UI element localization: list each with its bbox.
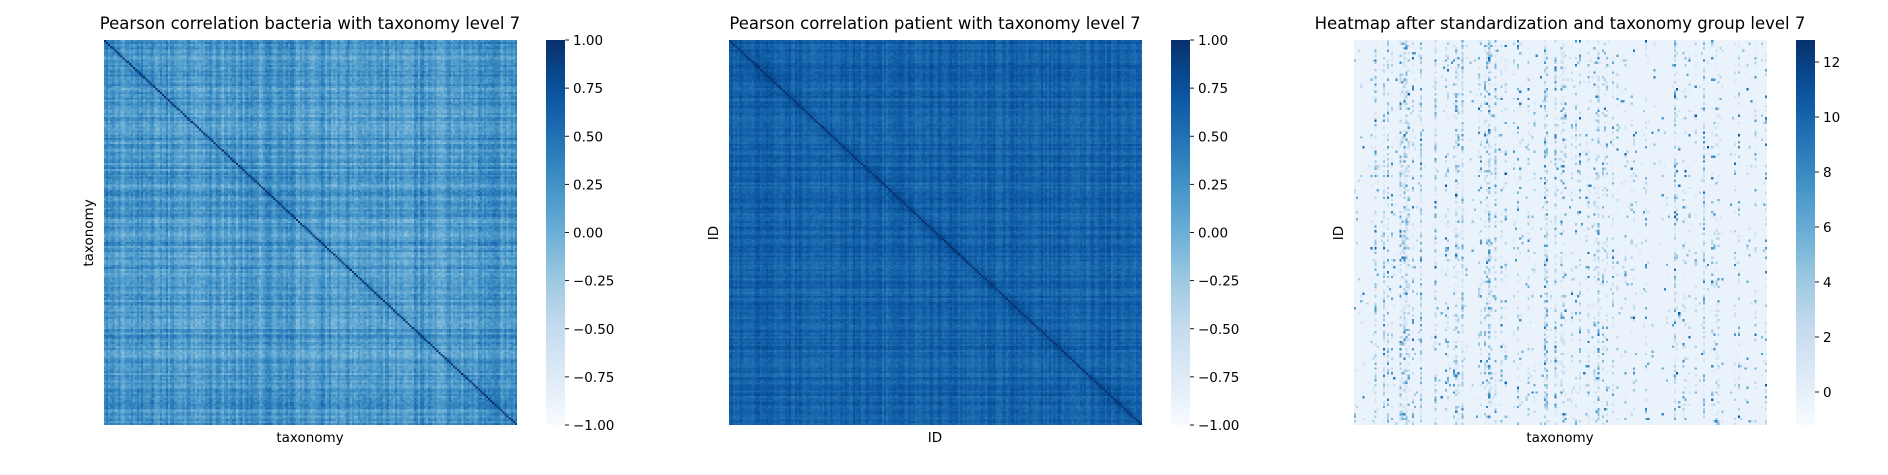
colorbar-tick-label: −0.25 [1198,274,1239,290]
colorbar-tick-label: 0.25 [573,177,603,193]
chart-title: Heatmap after standardization and taxono… [1315,14,1806,33]
colorbar-tick-label: 0.75 [573,81,603,97]
colorbar-tick-label: 0.25 [1198,177,1228,193]
colorbar-tick-label: 12 [1823,55,1840,71]
colorbar-tick-label: −0.50 [1198,322,1239,338]
panel-standardized-heatmap: Heatmap after standardization and taxono… [1315,14,1841,446]
colorbar-tick-label: 0.00 [1198,226,1228,242]
heatmap-image [104,40,517,425]
panel-bacteria-correlation: Pearson correlation bacteria with taxono… [81,14,614,446]
y-axis-label: ID [706,226,722,240]
colorbar-tick-label: 2 [1823,330,1832,346]
heatmap-cells [729,40,1142,425]
heatmap-cells [104,40,517,425]
x-axis-label: ID [928,430,942,446]
colorbar-tick-label: 1.00 [1198,33,1228,49]
colorbar-tick-label: −1.00 [1198,418,1239,434]
colorbar-tick-label: 8 [1823,165,1832,181]
y-axis-label: ID [1331,226,1347,240]
heatmap-image [1354,40,1767,425]
colorbar-tick-label: −0.75 [1198,370,1239,386]
colorbar-gradient [1171,40,1190,425]
colorbar-tick-label: 0.00 [573,226,603,242]
x-axis-label: taxonomy [1526,430,1593,446]
colorbar-gradient [546,40,565,425]
colorbar: 12 10 8 6 4 2 0 [1796,40,1840,425]
colorbar-tick-label: 10 [1823,110,1840,126]
colorbar: 1.00 0.75 0.50 0.25 0.00 −0.25 −0.50 −0.75 −1.00 [546,33,614,434]
chart-title: Pearson correlation patient with taxonom… [729,14,1140,33]
colorbar: 1.00 0.75 0.50 0.25 0.00 −0.25 −0.50 −0.75 −1.00 [1171,33,1239,434]
heatmap-cells [1354,40,1767,425]
colorbar-tick-label: 0.75 [1198,81,1228,97]
colorbar-tick-label: −0.25 [573,274,614,290]
y-axis-label: taxonomy [81,199,97,266]
colorbar-tick-label: 0.50 [1198,129,1228,145]
colorbar-gradient [1796,40,1815,425]
chart-title: Pearson correlation bacteria with taxono… [100,14,520,33]
panel-patient-correlation: Pearson correlation patient with taxonom… [706,14,1239,446]
x-axis-label: taxonomy [276,430,343,446]
colorbar-tick-label: 6 [1823,220,1832,236]
colorbar-tick-label: −0.75 [573,370,614,386]
colorbar-tick-label: −1.00 [573,418,614,434]
heatmap-image [729,40,1142,425]
colorbar-tick-label: 4 [1823,275,1832,291]
colorbar-tick-label: 0 [1823,385,1832,401]
colorbar-tick-label: 1.00 [573,33,603,49]
colorbar-tick-label: 0.50 [573,129,603,145]
colorbar-tick-label: −0.50 [573,322,614,338]
